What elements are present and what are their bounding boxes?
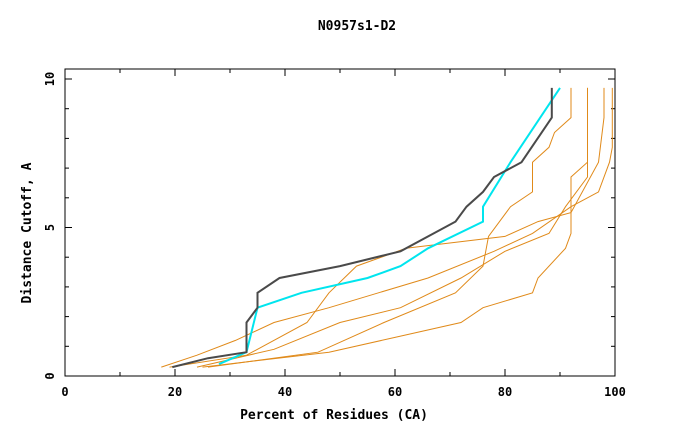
x-tick-label-80: 80 bbox=[498, 385, 512, 399]
x-tick-label-20: 20 bbox=[168, 385, 182, 399]
y-tick-label-10: 10 bbox=[43, 72, 57, 86]
series-line-5 bbox=[196, 87, 588, 368]
plot-frame bbox=[64, 68, 616, 377]
series-line-6 bbox=[207, 87, 572, 368]
x-tick-label-40: 40 bbox=[278, 385, 292, 399]
series-line-7 bbox=[202, 87, 588, 368]
x-tick-label-0: 0 bbox=[61, 385, 68, 399]
y-tick-label-0: 0 bbox=[43, 372, 57, 379]
series-line-2 bbox=[218, 87, 561, 366]
x-tick-label-60: 60 bbox=[388, 385, 402, 399]
y-tick-label-5: 5 bbox=[43, 224, 57, 231]
plot-area: 0 20 40 60 80 100 0 5 10 bbox=[43, 68, 626, 399]
series-line-1 bbox=[172, 87, 553, 369]
chart-title: N0957s1-D2 bbox=[318, 19, 396, 34]
series-line-4 bbox=[169, 87, 605, 368]
x-tick-label-100: 100 bbox=[604, 385, 626, 399]
series-line-3 bbox=[161, 87, 613, 368]
y-axis-label: Distance Cutoff, A bbox=[20, 162, 35, 303]
x-axis-label: Percent of Residues (CA) bbox=[240, 408, 428, 423]
